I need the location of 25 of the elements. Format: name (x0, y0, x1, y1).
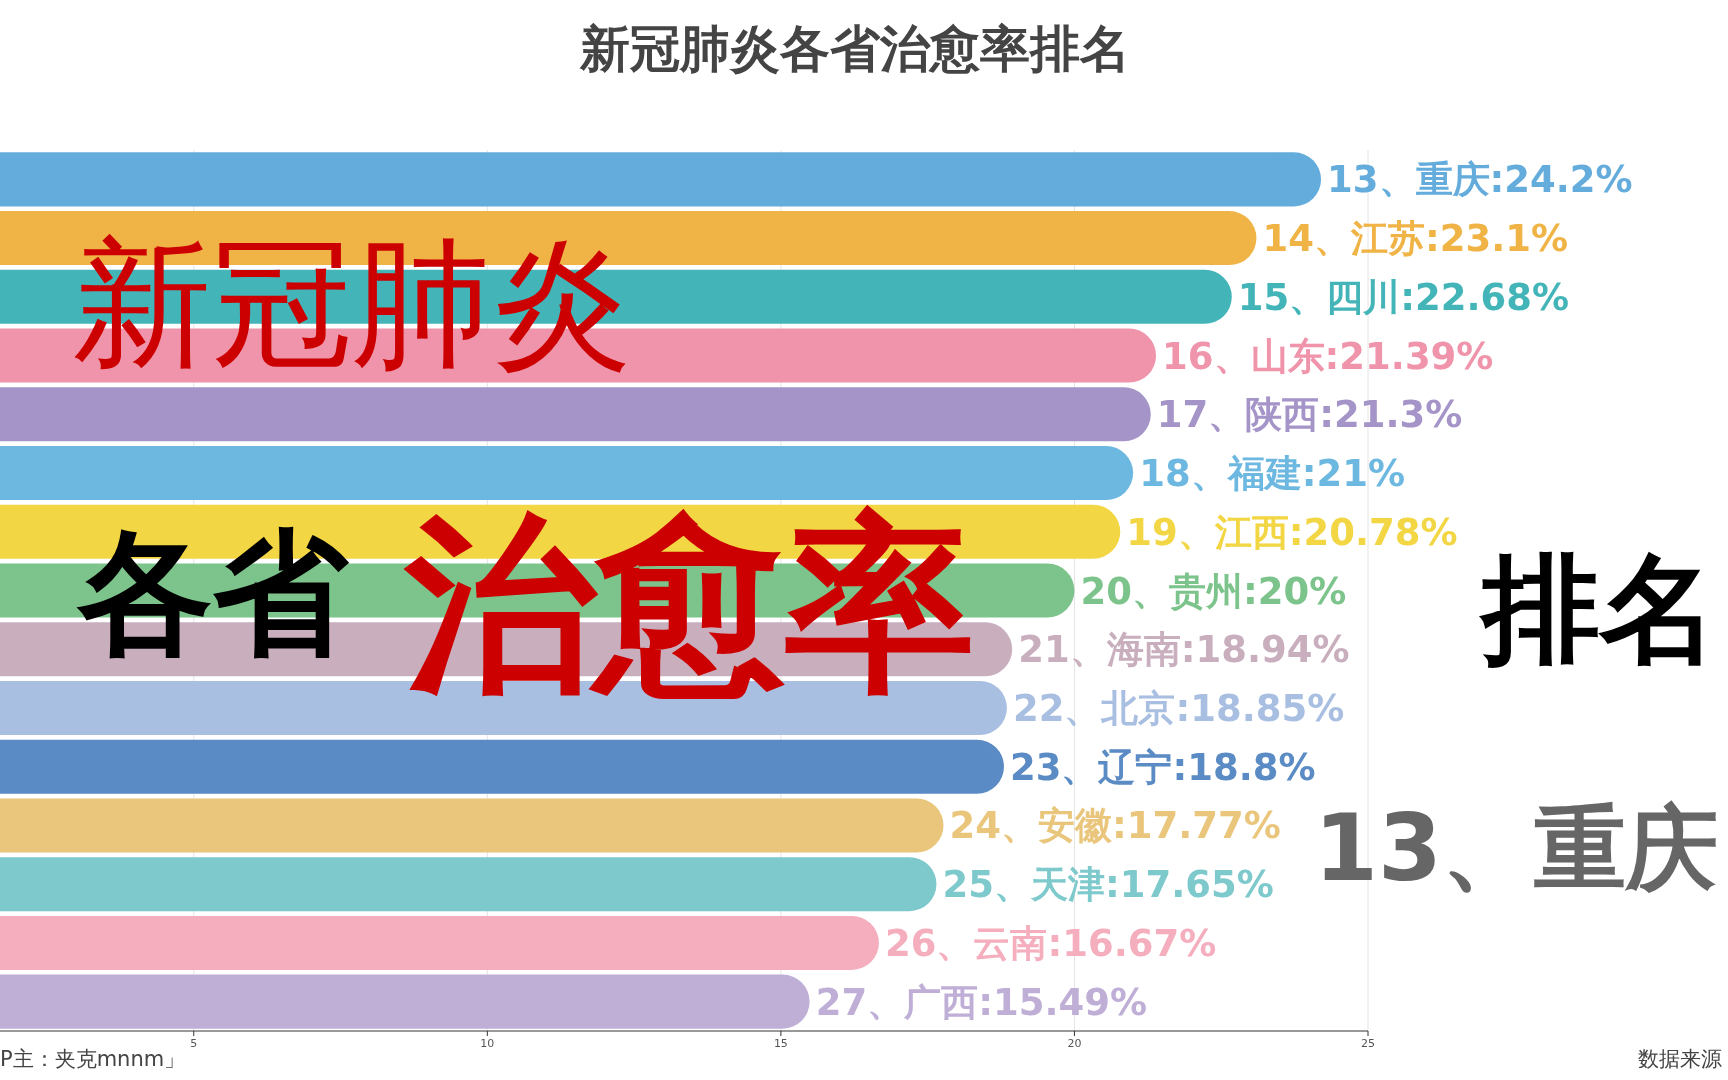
text: 数据来源 (1638, 1047, 1722, 1071)
data-label: 15、四川:22.68% (1237, 275, 1570, 319)
x-tick-label: 25 (1361, 1037, 1375, 1050)
data-label: 24、安徽:17.77% (949, 804, 1281, 848)
x-tick-label: 15 (773, 1037, 788, 1050)
data-label: 17、陕西:21.3% (1156, 393, 1463, 437)
x-tick-label: 20 (1067, 1037, 1082, 1050)
data-label: 18、福建:21% (1139, 452, 1406, 496)
data-label: 27、广西:15.49% (815, 980, 1148, 1024)
data-label: 19、江西:20.78% (1126, 510, 1458, 554)
data-label: 21、海南:18.94% (1018, 628, 1350, 672)
x-tick-label: 5 (190, 1037, 198, 1050)
data-label: 14、江苏:23.1% (1262, 217, 1569, 261)
data-label: 26、云南:16.67% (884, 921, 1217, 965)
data-label: 16、山东:21.39% (1162, 334, 1494, 378)
text: 排名 (1478, 540, 1718, 678)
chart-title: 新冠肺炎各省治愈率排名 (579, 20, 1130, 78)
data-label: 25、天津:17.65% (942, 863, 1274, 907)
data-label: 23、辽宁:18.8% (1009, 745, 1316, 789)
x-tick-label: 10 (480, 1037, 495, 1050)
text: P主：夹克mnnm」 (0, 1047, 186, 1071)
data-label: 22、北京:18.85% (1012, 686, 1345, 730)
data-label: 13、重庆:24.2% (1327, 158, 1633, 202)
annotation: 13、重庆 (1313, 795, 1718, 902)
data-label: 20、贵州:20% (1080, 569, 1347, 613)
